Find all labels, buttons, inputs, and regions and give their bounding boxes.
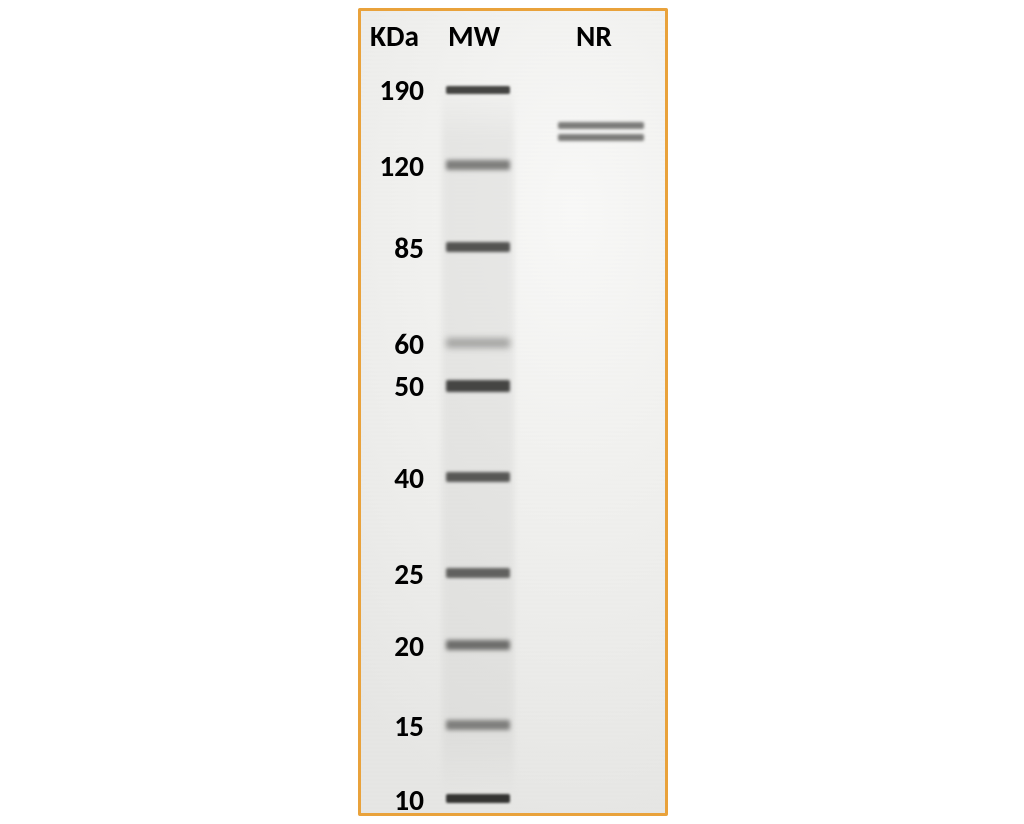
ladder-band bbox=[446, 242, 510, 252]
ladder-band bbox=[446, 640, 510, 650]
ladder-band bbox=[446, 472, 510, 482]
column-header-mw: MW bbox=[448, 18, 500, 54]
column-header-nr: NR bbox=[576, 18, 612, 54]
mw-label: 50 bbox=[394, 368, 424, 404]
mw-label: 40 bbox=[394, 460, 424, 496]
ladder-band bbox=[446, 86, 510, 94]
ladder-band bbox=[446, 380, 510, 392]
column-header-kda: KDa bbox=[370, 18, 419, 54]
mw-label: 190 bbox=[379, 72, 424, 108]
gel-frame bbox=[358, 8, 668, 816]
mw-label: 60 bbox=[394, 326, 424, 362]
ladder-band bbox=[446, 568, 510, 578]
mw-label: 120 bbox=[379, 148, 424, 184]
gel-background bbox=[361, 11, 665, 813]
mw-label: 20 bbox=[394, 628, 424, 664]
gel-figure: KDa MW NR 190 120 85 60 50 40 25 20 15 10 bbox=[0, 0, 1024, 824]
ladder-band bbox=[446, 794, 510, 803]
sample-band bbox=[558, 122, 644, 129]
mw-label: 85 bbox=[394, 230, 424, 266]
sample-band bbox=[558, 134, 644, 141]
mw-label: 15 bbox=[394, 708, 424, 744]
ladder-band bbox=[446, 338, 510, 348]
mw-label: 10 bbox=[394, 782, 424, 818]
bands-layer bbox=[361, 11, 665, 813]
ladder-band bbox=[446, 160, 510, 170]
mw-label: 25 bbox=[394, 556, 424, 592]
ladder-band bbox=[446, 720, 510, 730]
